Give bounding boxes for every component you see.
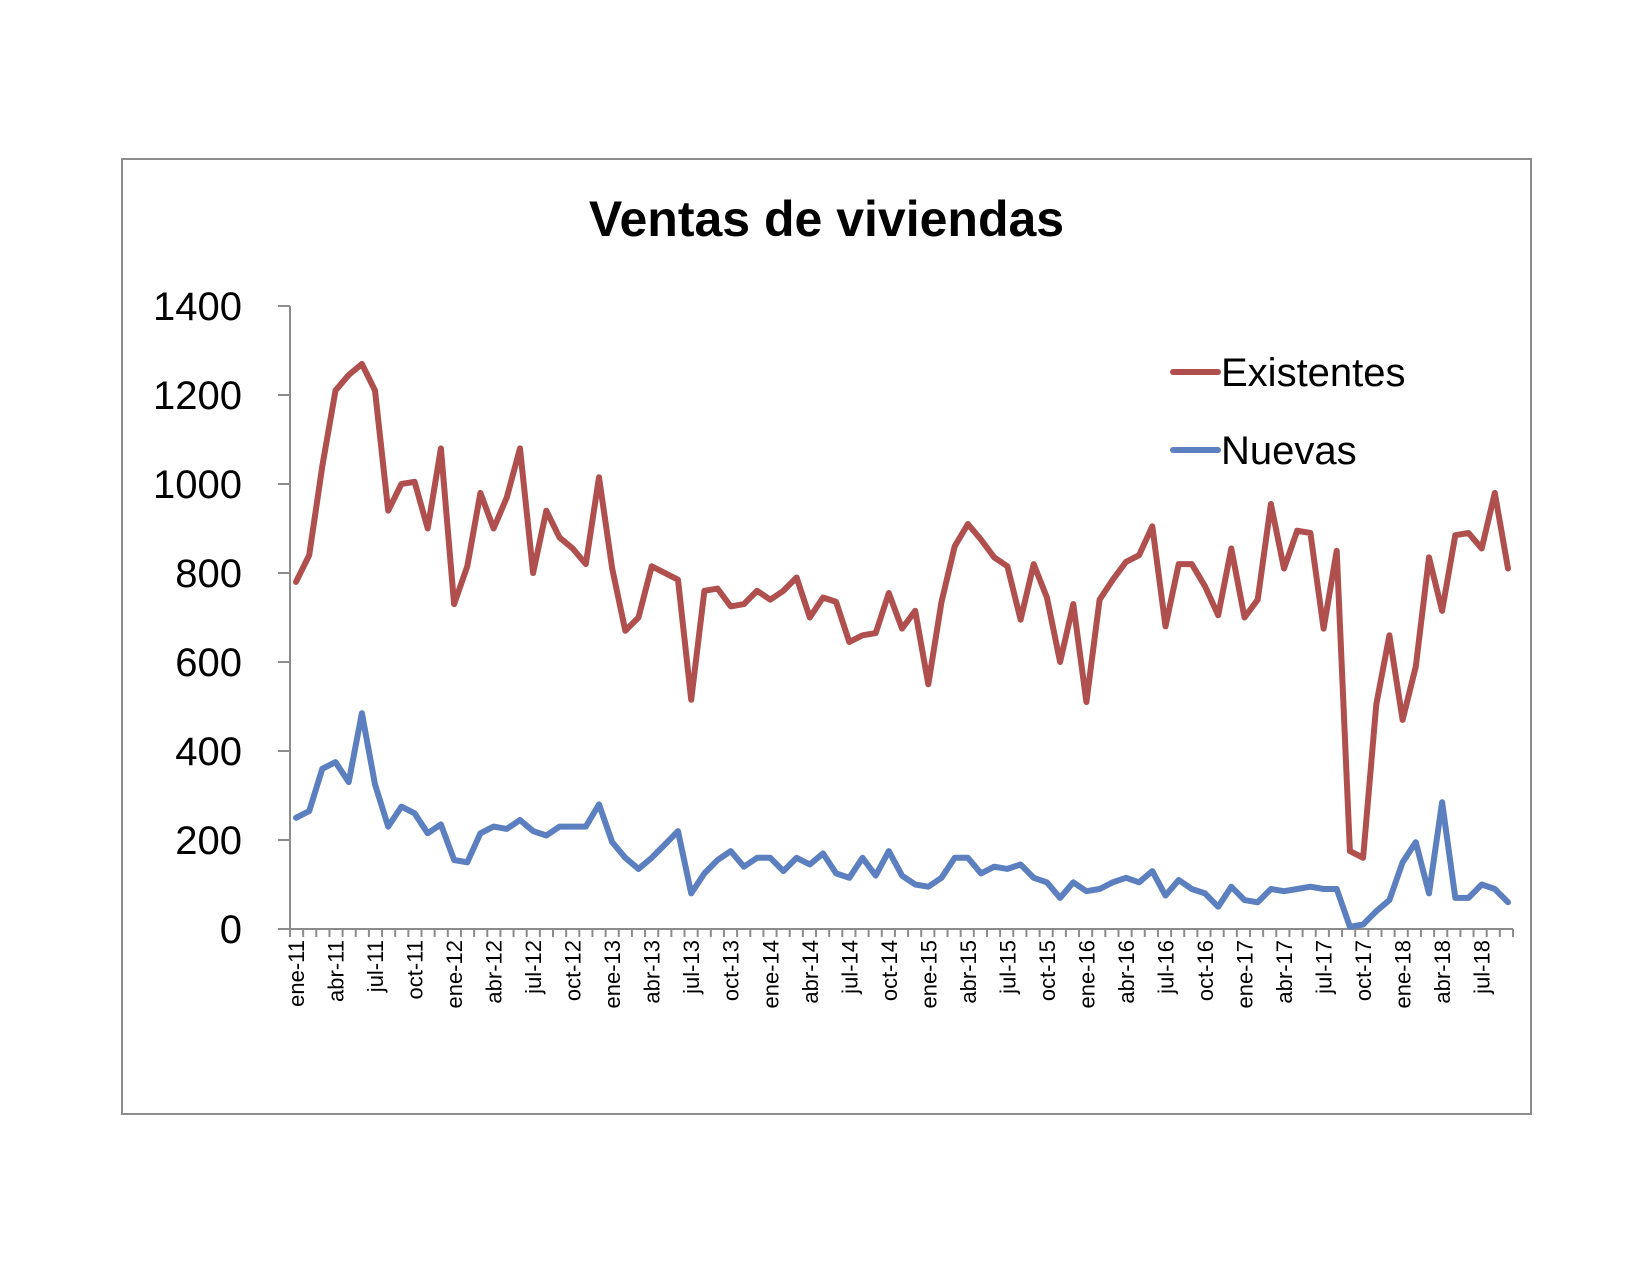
x-tick-label: jul-16 bbox=[1153, 940, 1178, 995]
x-tick-label: jul-12 bbox=[521, 940, 546, 995]
x-tick-label: oct-17 bbox=[1351, 940, 1376, 1001]
x-tick-label: jul-14 bbox=[837, 940, 862, 995]
x-tick-label: abr-13 bbox=[640, 940, 665, 1004]
chart-frame: Ventas de viviendas bbox=[121, 158, 1532, 1115]
series-line-existentes bbox=[293, 360, 1511, 861]
x-tick-label: jul-13 bbox=[679, 940, 704, 995]
x-tick-label: ene-13 bbox=[600, 940, 625, 1009]
x-tick-label: abr-18 bbox=[1430, 940, 1455, 1004]
x-tick-label: oct-11 bbox=[403, 940, 428, 1000]
y-tick-label: 0 bbox=[220, 908, 242, 952]
y-tick-label: 1200 bbox=[153, 374, 242, 418]
x-tick-label: ene-18 bbox=[1391, 940, 1416, 1009]
x-tick-label: ene-14 bbox=[758, 940, 783, 1009]
x-tick-label: jul-18 bbox=[1470, 940, 1495, 995]
x-tick-label: ene-17 bbox=[1233, 940, 1258, 1009]
legend-label-existentes: Existentes bbox=[1221, 351, 1406, 395]
x-tick-label: abr-16 bbox=[1114, 940, 1139, 1004]
x-tick-label: oct-12 bbox=[561, 940, 586, 1001]
x-tick-label: abr-12 bbox=[482, 940, 507, 1004]
y-tick-label: 1400 bbox=[153, 285, 242, 329]
chart-title: Ventas de viviendas bbox=[588, 191, 1065, 247]
x-tick-label: ene-11 bbox=[284, 940, 309, 1007]
x-tick-label: jul-17 bbox=[1312, 940, 1337, 995]
x-tick-label: jul-15 bbox=[995, 940, 1020, 995]
x-tick-label: jul-11 bbox=[363, 940, 388, 993]
legend-label-nuevas: Nuevas bbox=[1221, 429, 1357, 473]
series-line-nuevas bbox=[293, 710, 1511, 930]
y-tick-label: 400 bbox=[175, 730, 242, 774]
y-tick-label: 600 bbox=[175, 641, 242, 685]
y-tick-label: 200 bbox=[175, 819, 242, 863]
x-tick-label: abr-15 bbox=[956, 940, 981, 1004]
y-tick-label: 1000 bbox=[153, 463, 242, 507]
x-tick-label: oct-13 bbox=[719, 940, 744, 1001]
x-tick-label: abr-14 bbox=[798, 940, 823, 1004]
x-tick-label: abr-11 bbox=[324, 940, 349, 1002]
x-tick-label: abr-17 bbox=[1272, 940, 1297, 1004]
x-tick-label: ene-12 bbox=[442, 940, 467, 1009]
x-tick-label: oct-14 bbox=[877, 940, 902, 1001]
x-tick-label: ene-16 bbox=[1074, 940, 1099, 1009]
y-tick-label: 800 bbox=[175, 552, 242, 596]
x-tick-label: oct-15 bbox=[1035, 940, 1060, 1001]
x-tick-label: ene-15 bbox=[916, 940, 941, 1009]
x-tick-label: oct-16 bbox=[1193, 940, 1218, 1001]
